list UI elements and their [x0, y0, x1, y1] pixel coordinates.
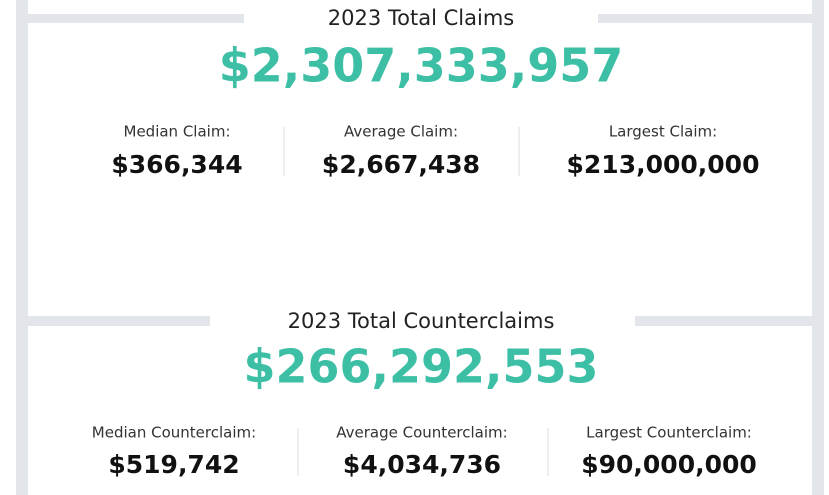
section-title: 2023 Total Counterclaims: [288, 309, 555, 333]
section-total: $2,307,333,957: [219, 39, 624, 93]
frame-mid-left: [16, 316, 210, 326]
stat-value: $213,000,000: [567, 150, 760, 179]
frame-right: [812, 0, 824, 495]
frame-top-left: [16, 14, 244, 23]
frame-mid-right: [635, 316, 824, 326]
stat-label: Average Counterclaim:: [336, 424, 507, 442]
stat-label: Median Counterclaim:: [92, 424, 256, 442]
stat-label: Largest Counterclaim:: [586, 424, 752, 442]
frame-top-right: [598, 14, 824, 23]
stat-value: $366,344: [111, 150, 242, 179]
stat-value: $2,667,438: [322, 150, 480, 179]
stat-value: $90,000,000: [581, 450, 757, 479]
stat-label: Median Claim:: [124, 123, 231, 141]
stat-value: $4,034,736: [343, 450, 501, 479]
section-title: 2023 Total Claims: [328, 6, 514, 30]
stat-label: Largest Claim:: [609, 123, 717, 141]
section-total: $266,292,553: [243, 340, 598, 394]
frame-left: [16, 0, 28, 495]
stat-label: Average Claim:: [344, 123, 458, 141]
stat-value: $519,742: [108, 450, 239, 479]
